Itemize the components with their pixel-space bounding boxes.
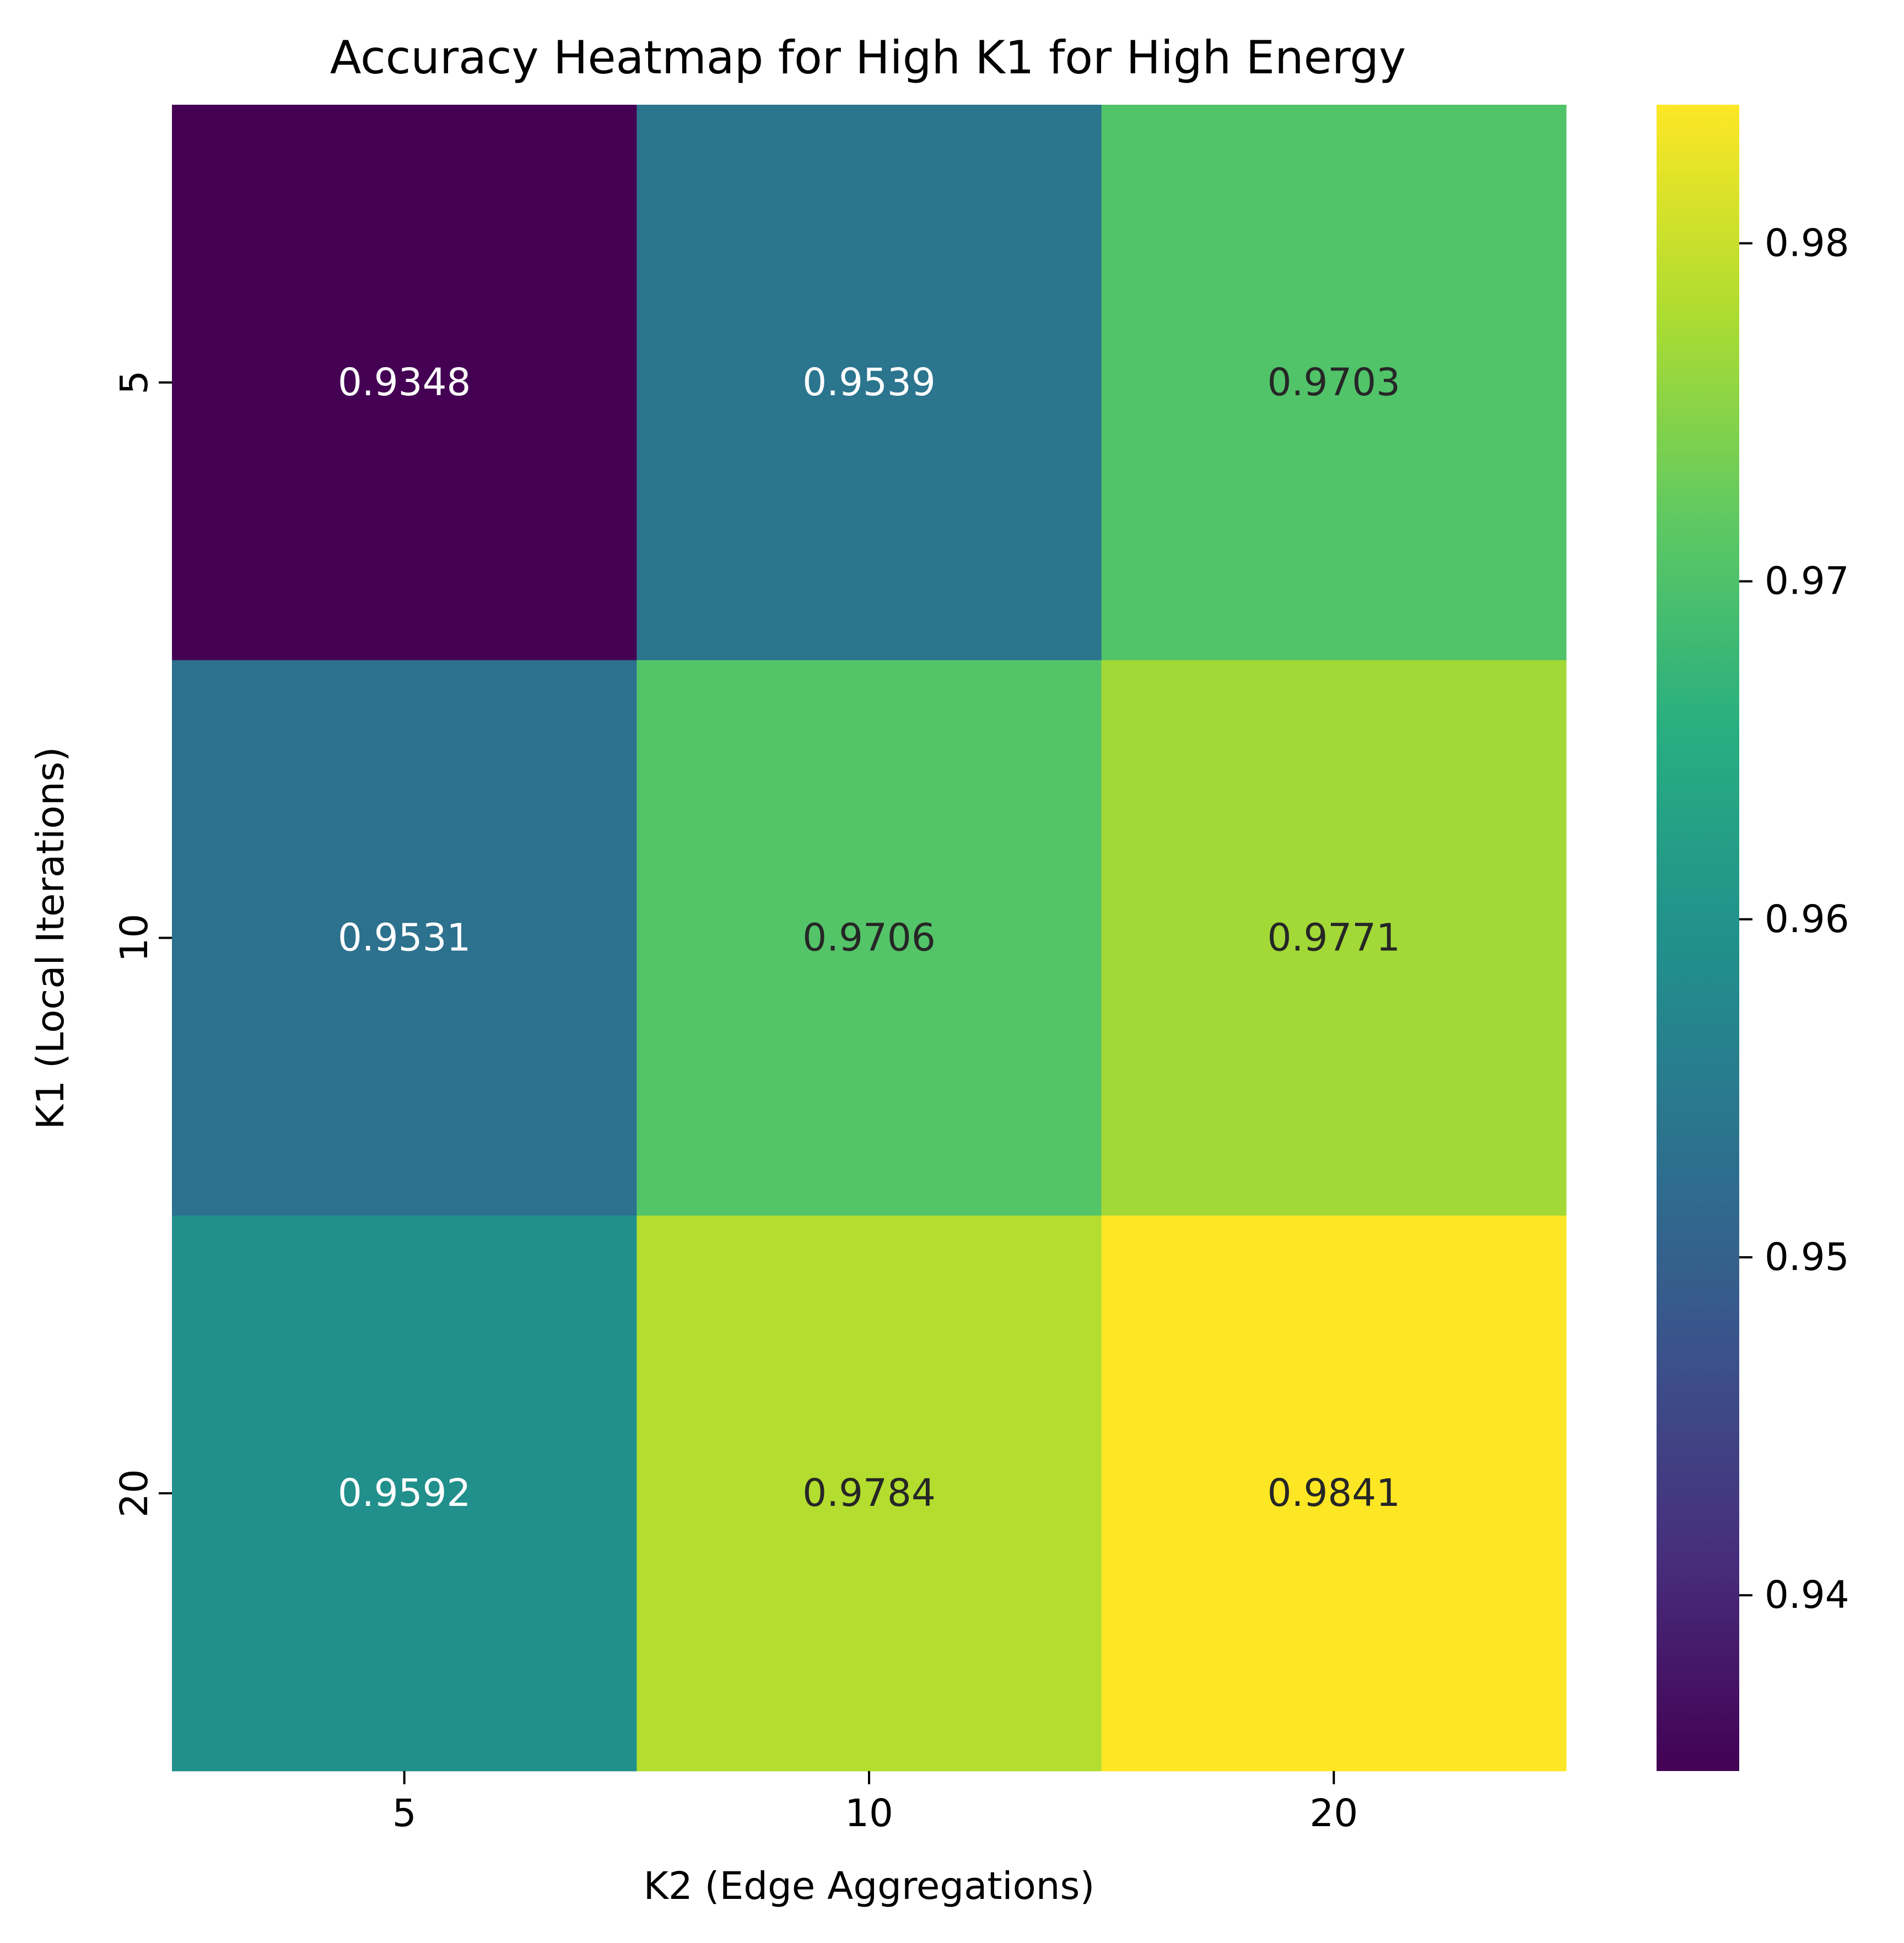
- y-tick-label-1: 10: [112, 914, 157, 962]
- x-tick-label-2: 20: [1309, 1791, 1358, 1836]
- colorbar-ticks: 0.94 0.95 0.96 0.97 0.98: [1739, 221, 1849, 1617]
- cell-value-label-r0-c2: 0.9703: [1267, 360, 1400, 405]
- colorbar-tick-label-4: 0.98: [1765, 221, 1849, 265]
- x-tick-label-1: 10: [845, 1791, 893, 1836]
- colorbar-tick-label-0: 0.94: [1765, 1573, 1849, 1617]
- cell-value-label-r2-c1: 0.9784: [802, 1471, 935, 1515]
- heatmap-cell-labels: 0.9348 0.9539 0.9703 0.9531 0.9706 0.9771 0.95…: [338, 360, 1400, 1515]
- y-axis-label: K1 (Local Iterations): [29, 747, 73, 1129]
- heatmap-cell-r2-c1: [637, 1215, 1102, 1772]
- chart-title: Accuracy Heatmap for High K1 for High En…: [330, 31, 1406, 84]
- cell-value-label-r1-c2: 0.9771: [1267, 916, 1400, 960]
- heatmap-cells: [172, 105, 1567, 1772]
- colorbar-tick-label-1: 0.95: [1765, 1235, 1849, 1279]
- x-axis-ticks: 5 10 20: [392, 1771, 1358, 1836]
- colorbar-tick-label-2: 0.96: [1765, 897, 1849, 941]
- heatmap-cell-r1-c2: [1101, 660, 1567, 1216]
- y-axis-ticks: 5 10 20: [112, 370, 172, 1517]
- cell-value-label-r1-c1: 0.9706: [802, 916, 935, 960]
- cell-value-label-r0-c0: 0.9348: [338, 360, 471, 405]
- heatmap-cell-r1-c1: [637, 660, 1102, 1216]
- y-tick-label-0: 5: [112, 370, 157, 395]
- heatmap-cell-r0-c1: [637, 105, 1102, 661]
- cell-value-label-r1-c0: 0.9531: [338, 916, 471, 960]
- y-tick-label-2: 20: [112, 1469, 157, 1517]
- colorbar-tick-label-3: 0.97: [1765, 559, 1849, 604]
- cell-value-label-r2-c0: 0.9592: [338, 1471, 471, 1515]
- cell-value-label-r2-c2: 0.9841: [1267, 1471, 1400, 1515]
- heatmap-cell-r2-c0: [172, 1215, 637, 1772]
- colorbar: [1657, 105, 1739, 1771]
- cell-value-label-r0-c1: 0.9539: [802, 360, 935, 405]
- x-tick-label-0: 5: [392, 1791, 417, 1836]
- x-axis-label: K2 (Edge Aggregations): [644, 1864, 1095, 1908]
- heatmap-cell-r0-c2: [1101, 105, 1567, 661]
- heatmap-cell-r1-c0: [172, 660, 637, 1216]
- heatmap-cell-r2-c2: [1101, 1215, 1567, 1772]
- heatmap-cell-r0-c0: [172, 105, 637, 661]
